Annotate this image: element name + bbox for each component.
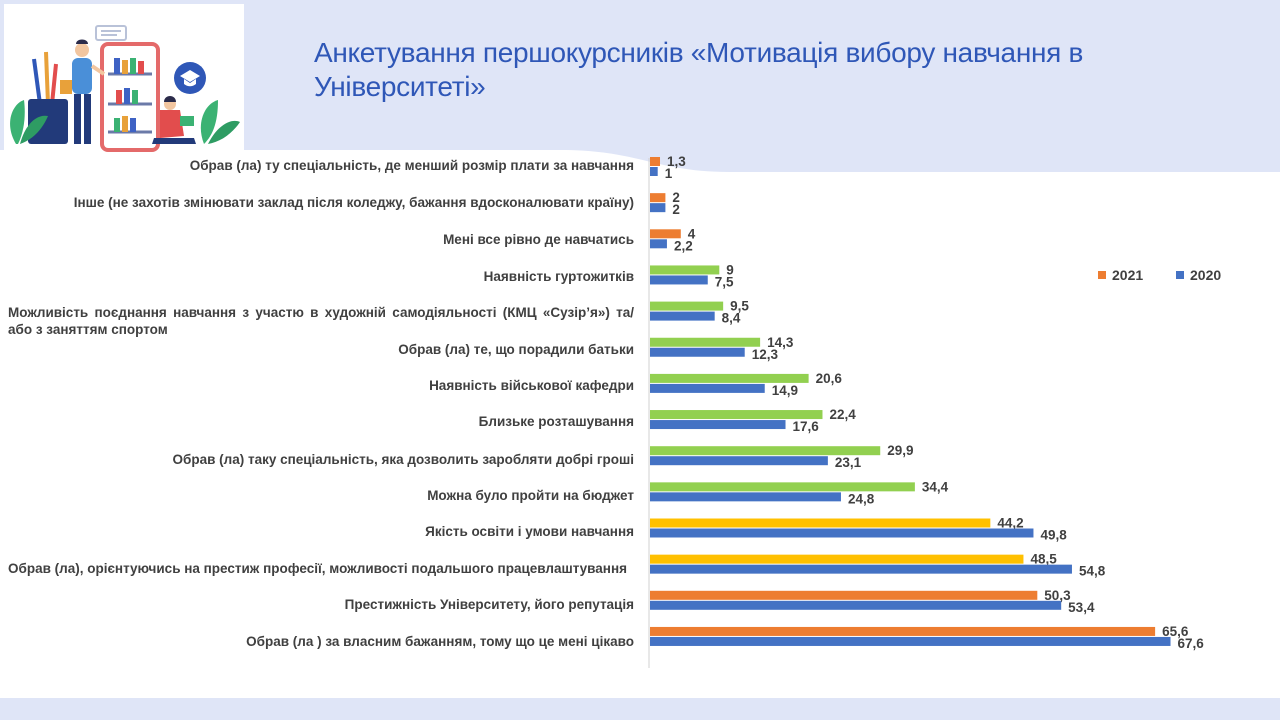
data-label-2021: 44,2	[997, 516, 1023, 531]
legend-swatch-2020	[1176, 271, 1184, 279]
bar-2021	[650, 410, 823, 420]
data-label-2021: 9	[726, 262, 734, 277]
legend-item-2020: 2020	[1176, 266, 1221, 284]
data-label-2020: 23,1	[835, 455, 862, 470]
data-label-2021: 65,6	[1162, 624, 1189, 639]
bar-2020	[650, 456, 828, 466]
standing-student-icon	[60, 39, 106, 144]
data-label-2021: 9,5	[730, 299, 749, 314]
page-title: Анкетування першокурсників «Мотивація ви…	[314, 37, 1084, 102]
legend-swatch-2021	[1098, 271, 1106, 279]
category-label: Обрав (ла) те, що порадили батьки	[398, 342, 634, 357]
data-label-2020: 67,6	[1178, 636, 1205, 651]
category-label: Можливість поєднання навчання з участю в…	[8, 305, 634, 337]
decor-lines-icon	[95, 25, 127, 41]
bar-2020	[650, 275, 708, 285]
plant-icon	[10, 100, 240, 144]
data-label-2020: 12,3	[752, 347, 779, 362]
bookshelf-phone-icon	[100, 42, 160, 152]
bar-2020	[650, 203, 666, 213]
student-reading-icon	[152, 96, 196, 144]
data-label-2020: 1	[665, 166, 673, 181]
header-wave-shape	[0, 150, 1280, 172]
legend-label-2020: 2020	[1190, 267, 1222, 283]
data-label-2020: 54,8	[1079, 564, 1106, 579]
data-label-2020: 53,4	[1068, 600, 1095, 615]
bar-2020	[650, 347, 745, 357]
data-label-2021: 22,4	[829, 407, 856, 422]
pencil-cup-icon	[28, 51, 68, 144]
legend-item-2021: 2021	[1098, 266, 1143, 284]
data-label-2021: 14,3	[767, 335, 794, 350]
category-label: Якість освіти і умови навчання	[425, 524, 634, 539]
bar-2021	[650, 590, 1038, 600]
data-label-2020: 7,5	[715, 274, 734, 289]
data-label-2020: 2,2	[674, 238, 693, 253]
bar-2021	[650, 554, 1024, 564]
bar-2021	[650, 157, 661, 166]
bar-2020	[650, 528, 1034, 538]
category-label: Обрав (ла) таку спеціальність, яка дозво…	[172, 452, 634, 467]
bar-2021	[650, 518, 991, 528]
bar-2021	[650, 626, 1156, 636]
bar-2021	[650, 265, 720, 275]
data-label-2021: 34,4	[922, 479, 949, 494]
category-label: Близьке розташування	[478, 414, 634, 429]
graduation-cap-icon	[174, 62, 206, 94]
category-label: Обрав (ла ) за власним бажанням, тому що…	[246, 634, 634, 649]
bar-2020	[650, 492, 841, 502]
bar-2020	[650, 420, 786, 430]
data-label-2021: 50,3	[1044, 588, 1071, 603]
legend-label-2021: 2021	[1112, 267, 1144, 283]
bar-2021	[650, 337, 761, 347]
bar-2021	[650, 482, 915, 492]
category-label: Обрав (ла) ту спеціальність, де менший р…	[189, 158, 634, 173]
data-label-2020: 49,8	[1040, 528, 1067, 543]
data-label-2020: 8,4	[722, 311, 741, 326]
education-illustration	[4, 4, 244, 152]
bar-2020	[650, 167, 658, 176]
data-label-2021: 2	[672, 190, 680, 205]
bar-2020	[650, 636, 1171, 646]
data-label-2020: 14,9	[772, 383, 798, 398]
bar-2021	[650, 193, 666, 203]
data-label-2020: 24,8	[848, 491, 875, 506]
bar-2021	[650, 373, 809, 383]
category-label: Можна було пройти на бюджет	[427, 488, 634, 503]
category-label: Інше (не захотів змінювати заклад після …	[73, 195, 634, 210]
bar-2021	[650, 446, 881, 456]
bar-2020	[650, 600, 1062, 610]
category-label: Обрав (ла), орієнтуючись на престиж проф…	[8, 561, 627, 576]
data-label-2021: 1,3	[667, 154, 686, 169]
bar-2020	[650, 383, 765, 393]
data-label-2020: 17,6	[793, 419, 820, 434]
data-label-2020: 2	[672, 202, 680, 217]
bar-2021	[650, 229, 681, 239]
data-label-2021: 48,5	[1030, 552, 1057, 567]
category-label: Мені все рівно де навчатись	[443, 232, 634, 247]
category-label: Наявність військової кафедри	[429, 378, 634, 393]
bar-2020	[650, 311, 715, 321]
bar-2021	[650, 301, 724, 311]
category-label: Престижність Університету, його репутаці…	[344, 597, 634, 612]
bar-2020	[650, 239, 667, 249]
data-label-2021: 20,6	[816, 371, 843, 386]
bar-2020	[650, 564, 1072, 574]
category-label: Наявність гуртожитків	[483, 269, 634, 284]
data-label-2021: 29,9	[887, 443, 913, 458]
footer-band	[0, 698, 1280, 720]
data-label-2021: 4	[688, 226, 696, 241]
